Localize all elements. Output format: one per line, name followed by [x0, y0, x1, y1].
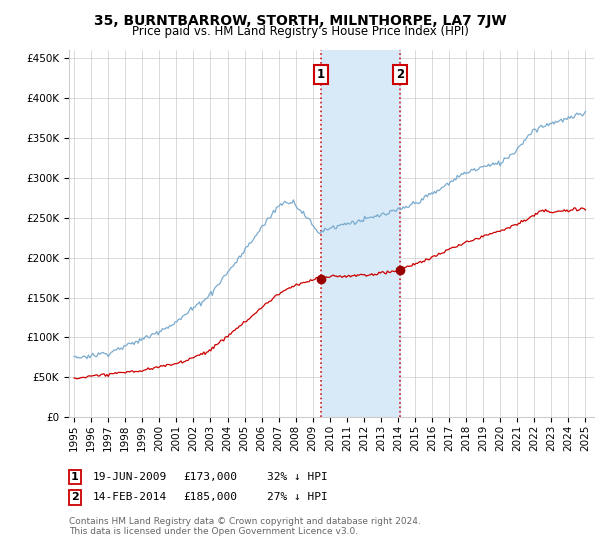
Text: Price paid vs. HM Land Registry's House Price Index (HPI): Price paid vs. HM Land Registry's House …	[131, 25, 469, 38]
Text: 1: 1	[317, 68, 325, 81]
Text: 2: 2	[396, 68, 404, 81]
Text: £185,000: £185,000	[183, 492, 237, 502]
Text: £173,000: £173,000	[183, 472, 237, 482]
Text: 2: 2	[71, 492, 79, 502]
Text: 1: 1	[71, 472, 79, 482]
Text: 35, BURNTBARROW, STORTH, MILNTHORPE, LA7 7JW: 35, BURNTBARROW, STORTH, MILNTHORPE, LA7…	[94, 14, 506, 28]
Text: 19-JUN-2009: 19-JUN-2009	[93, 472, 167, 482]
Text: This data is licensed under the Open Government Licence v3.0.: This data is licensed under the Open Gov…	[69, 528, 358, 536]
Text: 27% ↓ HPI: 27% ↓ HPI	[267, 492, 328, 502]
Bar	[320, 50, 400, 417]
Text: Contains HM Land Registry data © Crown copyright and database right 2024.: Contains HM Land Registry data © Crown c…	[69, 517, 421, 526]
Text: 32% ↓ HPI: 32% ↓ HPI	[267, 472, 328, 482]
Text: 14-FEB-2014: 14-FEB-2014	[93, 492, 167, 502]
